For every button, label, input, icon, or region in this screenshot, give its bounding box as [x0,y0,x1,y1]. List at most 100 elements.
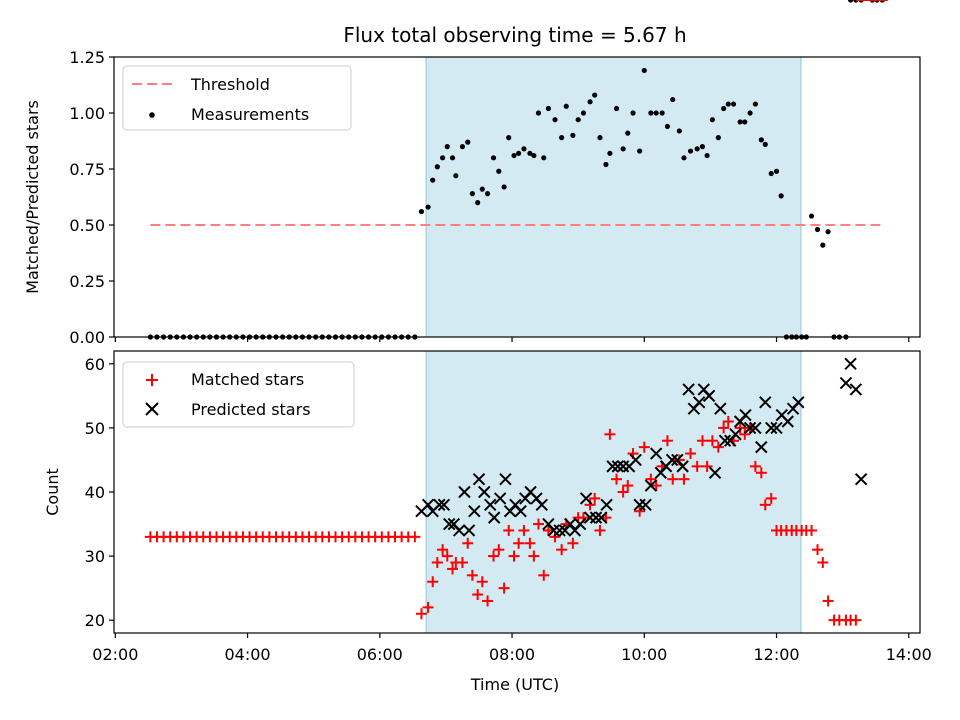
top-y-tick-label: 0.00 [69,328,105,347]
predicted-star-point [535,498,549,512]
matched-star-point [542,524,554,536]
measurement-point [620,146,626,152]
predicted-star-point [854,472,868,486]
bottom-y-axis-label: Count [43,468,62,516]
predicted-star-point [765,421,778,435]
matched-star-point [503,524,515,536]
top-x-ticks [114,337,910,342]
predicted-star-point [770,421,783,435]
predicted-star-point [692,396,706,409]
measurement-point [637,148,643,154]
legend-predicted-swatch [145,402,159,416]
predicted-star-point [472,472,486,486]
predicted-star-point [462,524,476,537]
matched-star-point [549,531,561,543]
matched-star-point [755,467,767,479]
predicted-star-point [755,440,768,454]
x-axis-label: Time (UTC) [470,675,559,694]
measurement-point [425,204,431,210]
predicted-star-point [493,492,507,505]
matched-star-point [462,537,474,549]
matched-star-point [611,473,623,485]
predicted-star-point [611,460,625,473]
matched-star-point [538,569,550,581]
measurement-point [516,150,522,156]
x-tick-label: 02:00 [92,645,138,664]
measurement-point [501,184,507,190]
measurement-point [820,242,826,248]
measurement-point [570,132,576,138]
predicted-star-point [484,498,497,512]
matched-star-point [528,550,540,562]
predicted-star-point [487,511,501,524]
measurement-point [592,92,598,98]
legend-measurements-swatch [149,112,155,118]
predicted-star-point [478,485,491,499]
matched-star-point [466,569,478,581]
measurement-point [694,146,700,152]
predicted-star-point [443,517,456,531]
bottom-y-tick-label: 40 [85,483,105,502]
predicted-star-point [564,517,577,531]
measurement-point [737,119,743,125]
measurement-point [730,101,737,107]
measurement-point [747,110,753,116]
predicted-star-point [781,415,794,428]
matched-star-point [604,428,616,440]
predicted-star-point [468,505,481,518]
top-y-ticks: 0.00 0.25 0.50 0.75 1.00 1.25 [69,48,114,347]
bottom-x-ticks: 02:00 04:00 06:00 08:00 10:00 12:00 14:00 [92,633,932,664]
measurement-point [535,110,542,116]
matched-star-point [645,473,657,485]
matched-star-point [431,557,443,568]
matched-star-point [678,473,690,485]
measurement-point [453,173,459,179]
matched-star-point [667,473,679,485]
top-legend-box [122,65,352,131]
matched-star-point [806,524,818,536]
matched-stars-points [144,0,888,626]
predicted-star-point [579,492,593,505]
predicted-star-point [514,505,527,518]
matched-star-point [759,499,771,511]
predicted-star-point [499,472,512,486]
matched-star-point [850,614,862,626]
matched-star-point [441,550,453,562]
measurement-point [699,144,706,150]
predicted-star-point [589,511,603,524]
measurement-point [479,186,485,192]
measurement-point [758,137,764,143]
measurement-point [440,155,446,161]
top-y-tick-label: 0.75 [69,160,105,179]
top-y-tick-label: 1.25 [69,48,105,67]
measurement-point [597,135,603,141]
measurement-point [847,0,854,3]
matched-star-point [556,544,568,556]
legend-predicted-label: Predicted stars [191,400,311,419]
measurement-point [418,208,425,215]
predicted-star-point [421,498,435,512]
predicted-star-point [792,396,805,409]
measurement-point [659,110,665,116]
top-panel-frame [113,56,921,338]
predicted-star-point [676,460,689,473]
matched-star-point [650,480,662,492]
measurement-point [721,105,727,112]
measurement-point [762,141,768,147]
measurement-point [709,117,715,123]
matched-star-point [661,435,673,447]
measurement-point [531,152,537,159]
matched-star-point [498,582,510,594]
predicted-star-point [839,376,853,390]
measurement-point [742,119,748,125]
matched-star-point [447,563,459,575]
measurement-point [825,229,831,235]
predicted-star-point [600,498,613,512]
bottom-y-tick-label: 20 [85,611,105,630]
x-tick-label: 08:00 [489,645,535,664]
matched-star-point [817,557,829,568]
measurement-point [430,177,436,183]
predicted-star-point [729,428,742,441]
matched-star-point [617,486,629,498]
measurement-point [681,155,687,161]
